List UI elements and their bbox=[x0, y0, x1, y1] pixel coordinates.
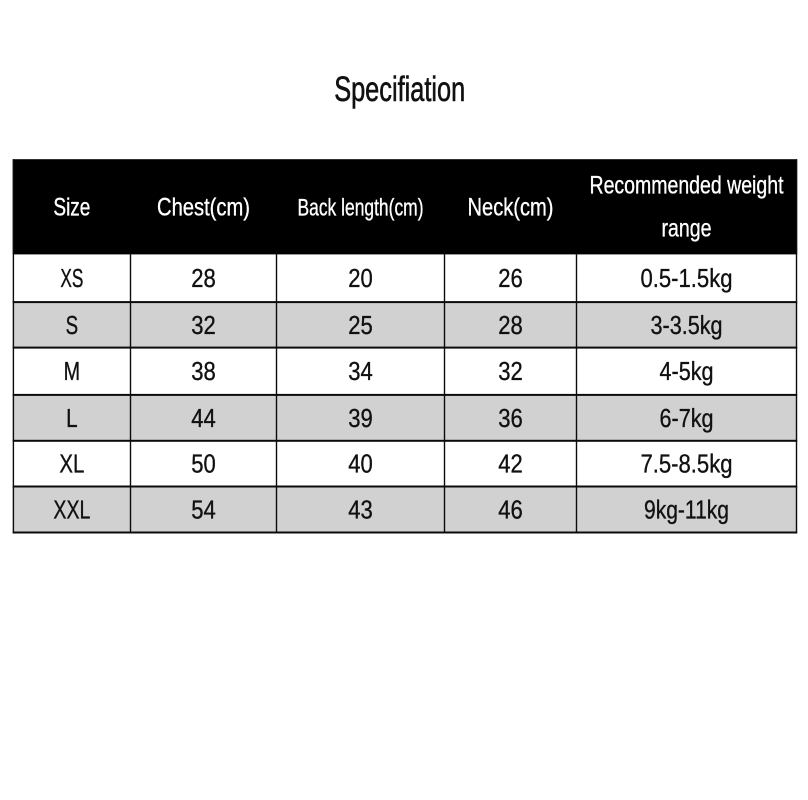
svg-text:0.5-1.5kg: 0.5-1.5kg bbox=[641, 263, 733, 293]
svg-text:50: 50 bbox=[191, 449, 216, 479]
svg-text:20: 20 bbox=[348, 263, 373, 293]
svg-text:25: 25 bbox=[348, 310, 373, 340]
svg-text:Neck(cm): Neck(cm) bbox=[468, 194, 554, 222]
svg-text:Recommended weight: Recommended weight bbox=[590, 171, 784, 199]
svg-text:44: 44 bbox=[191, 403, 216, 433]
svg-text:Size: Size bbox=[53, 194, 90, 222]
svg-text:XXL: XXL bbox=[53, 494, 90, 524]
svg-text:XL: XL bbox=[59, 449, 84, 479]
svg-text:26: 26 bbox=[498, 263, 523, 293]
svg-text:32: 32 bbox=[498, 356, 523, 386]
svg-text:32: 32 bbox=[191, 310, 216, 340]
svg-text:L: L bbox=[66, 403, 78, 433]
svg-text:M: M bbox=[64, 356, 81, 386]
svg-text:S: S bbox=[66, 310, 79, 340]
svg-text:6-7kg: 6-7kg bbox=[660, 403, 714, 433]
svg-text:Back length(cm): Back length(cm) bbox=[298, 195, 424, 222]
svg-text:28: 28 bbox=[498, 310, 523, 340]
svg-text:46: 46 bbox=[498, 494, 523, 524]
svg-text:43: 43 bbox=[348, 494, 373, 524]
svg-text:3-3.5kg: 3-3.5kg bbox=[651, 310, 723, 340]
svg-text:9kg-11kg: 9kg-11kg bbox=[644, 494, 729, 524]
svg-text:42: 42 bbox=[498, 449, 523, 479]
svg-text:4-5kg: 4-5kg bbox=[660, 356, 714, 386]
svg-text:range: range bbox=[662, 215, 712, 243]
svg-text:XS: XS bbox=[60, 263, 83, 293]
svg-text:36: 36 bbox=[498, 403, 523, 433]
svg-text:7.5-8.5kg: 7.5-8.5kg bbox=[641, 449, 733, 479]
svg-text:Specifiation: Specifiation bbox=[334, 70, 465, 109]
svg-text:38: 38 bbox=[191, 356, 216, 386]
svg-text:54: 54 bbox=[191, 494, 216, 524]
svg-text:28: 28 bbox=[191, 263, 216, 293]
svg-text:Chest(cm): Chest(cm) bbox=[157, 194, 250, 222]
svg-text:39: 39 bbox=[348, 403, 373, 433]
svg-text:40: 40 bbox=[348, 449, 373, 479]
svg-text:34: 34 bbox=[348, 356, 373, 386]
